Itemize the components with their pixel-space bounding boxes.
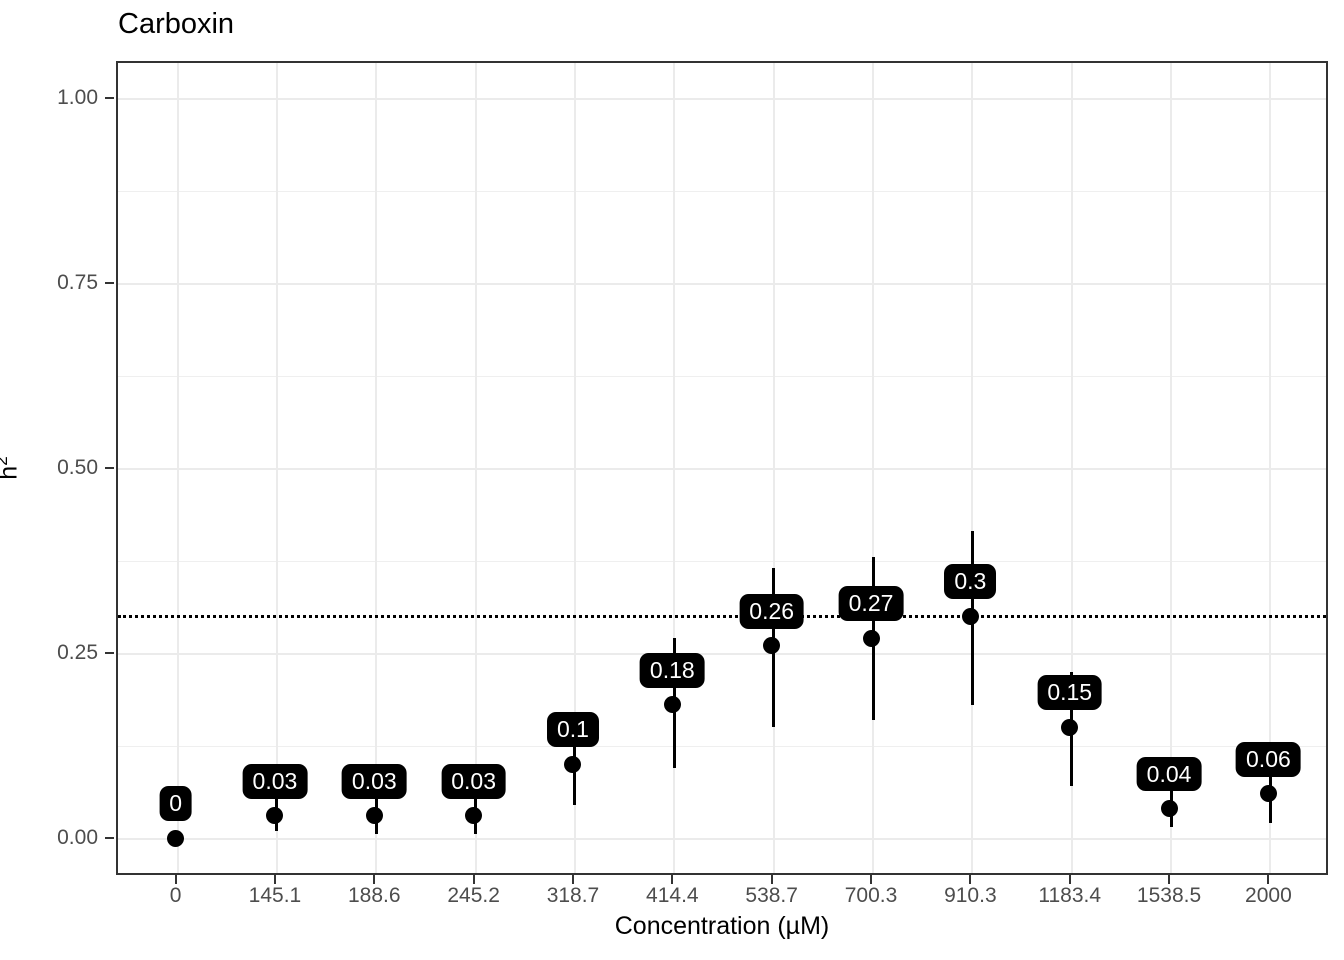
data-point — [763, 637, 781, 655]
threshold-line — [118, 615, 1326, 618]
x-axis-tick — [770, 875, 773, 884]
chart-title: Carboxin — [118, 8, 235, 40]
major-gridline-x — [872, 63, 875, 873]
point-value-label: 0.18 — [639, 653, 705, 688]
plot-panel: 0 0.03 0.03 0.03 0.1 0.18 0.26 0.27 0.3 0.15 0.04 0… — [116, 61, 1328, 875]
x-axis-tick — [671, 875, 674, 884]
major-gridline-y — [118, 653, 1326, 655]
major-gridline-x — [772, 63, 775, 873]
major-gridline-y — [118, 98, 1326, 100]
major-gridline-x — [375, 63, 378, 873]
x-axis-tick-label: 2000 — [1245, 884, 1292, 907]
major-gridline-x — [573, 63, 576, 873]
major-gridline-y — [118, 838, 1326, 840]
data-point — [1160, 799, 1178, 817]
major-gridline-x — [474, 63, 477, 873]
y-axis-title: h2 — [0, 456, 23, 479]
x-axis-tick-label: 0 — [169, 884, 182, 907]
minor-gridline-y — [118, 190, 1326, 192]
major-gridline-x — [1070, 63, 1073, 873]
point-value-label: 0.15 — [1037, 675, 1103, 710]
minor-gridline-y — [118, 375, 1326, 377]
y-axis-tick — [105, 97, 114, 99]
major-gridline-y — [118, 283, 1326, 285]
major-gridline-x — [1269, 63, 1272, 873]
point-value-label: 0.3 — [944, 564, 997, 599]
point-value-label: 0.26 — [739, 593, 805, 629]
data-point — [1259, 785, 1277, 803]
x-axis-tick-label: 1183.4 — [1038, 884, 1102, 907]
x-axis-tick — [969, 875, 972, 884]
point-value-label: 0.06 — [1236, 741, 1301, 777]
major-gridline-x — [1170, 63, 1173, 873]
point-value-label: 0.27 — [838, 586, 904, 622]
y-axis-tick — [105, 837, 114, 839]
x-axis-tick — [373, 875, 376, 884]
data-point — [663, 696, 681, 714]
x-axis-tick-label: 1538.5 — [1136, 884, 1202, 907]
y-axis-tick-label: 1.00 — [57, 86, 98, 109]
minor-gridline-y — [118, 560, 1326, 562]
data-point — [862, 629, 880, 647]
y-axis-tick-label: 0.25 — [57, 641, 98, 664]
data-point — [564, 755, 582, 773]
minor-gridline-y — [118, 745, 1326, 747]
data-point — [961, 607, 979, 625]
x-axis-tick — [472, 875, 475, 884]
x-axis-tick-label: 245.2 — [447, 884, 500, 907]
x-axis-tick — [870, 875, 873, 884]
x-axis-title: Concentration (µM) — [614, 912, 830, 940]
point-value-label: 0 — [159, 786, 192, 821]
point-value-label: 0.03 — [441, 764, 507, 799]
y-axis-tick — [105, 467, 114, 469]
y-axis-tick-label: 0.50 — [57, 456, 98, 479]
x-axis-tick — [571, 875, 574, 884]
major-gridline-y — [118, 468, 1326, 470]
point-value-label: 0.03 — [242, 764, 308, 799]
point-value-label: 0.04 — [1136, 756, 1202, 792]
x-axis-tick-label: 538.7 — [745, 884, 798, 907]
x-axis-tick-label: 414.4 — [646, 884, 699, 907]
data-point — [266, 807, 284, 825]
y-axis-tick — [105, 652, 114, 654]
point-value-label: 0.1 — [546, 712, 599, 747]
x-axis-tick-label: 910.3 — [944, 884, 997, 907]
x-axis-tick — [1267, 875, 1270, 884]
major-gridline-x — [275, 63, 278, 873]
major-gridline-x — [971, 63, 974, 873]
data-point — [1061, 718, 1079, 736]
y-axis-tick-label: 0.00 — [57, 826, 98, 849]
x-axis-tick — [1168, 875, 1171, 884]
data-point — [167, 829, 185, 847]
x-axis-tick — [273, 875, 276, 884]
major-gridline-x — [176, 63, 179, 873]
y-axis-title-exponent: 2 — [0, 456, 11, 465]
x-axis-tick-label: 318.7 — [546, 884, 600, 907]
y-axis-tick-label: 0.75 — [57, 271, 98, 294]
x-axis-tick-label: 188.6 — [348, 884, 401, 907]
major-gridline-x — [673, 63, 676, 873]
x-axis-tick — [1068, 875, 1071, 884]
data-point — [365, 807, 383, 825]
y-axis-tick — [105, 282, 114, 284]
x-axis-tick-label: 700.3 — [844, 884, 898, 907]
point-value-label: 0.03 — [341, 764, 407, 799]
x-axis-tick-label: 145.1 — [248, 884, 302, 907]
y-axis-title-base: h — [0, 466, 22, 480]
x-axis-tick — [174, 875, 177, 884]
data-point — [465, 807, 483, 825]
